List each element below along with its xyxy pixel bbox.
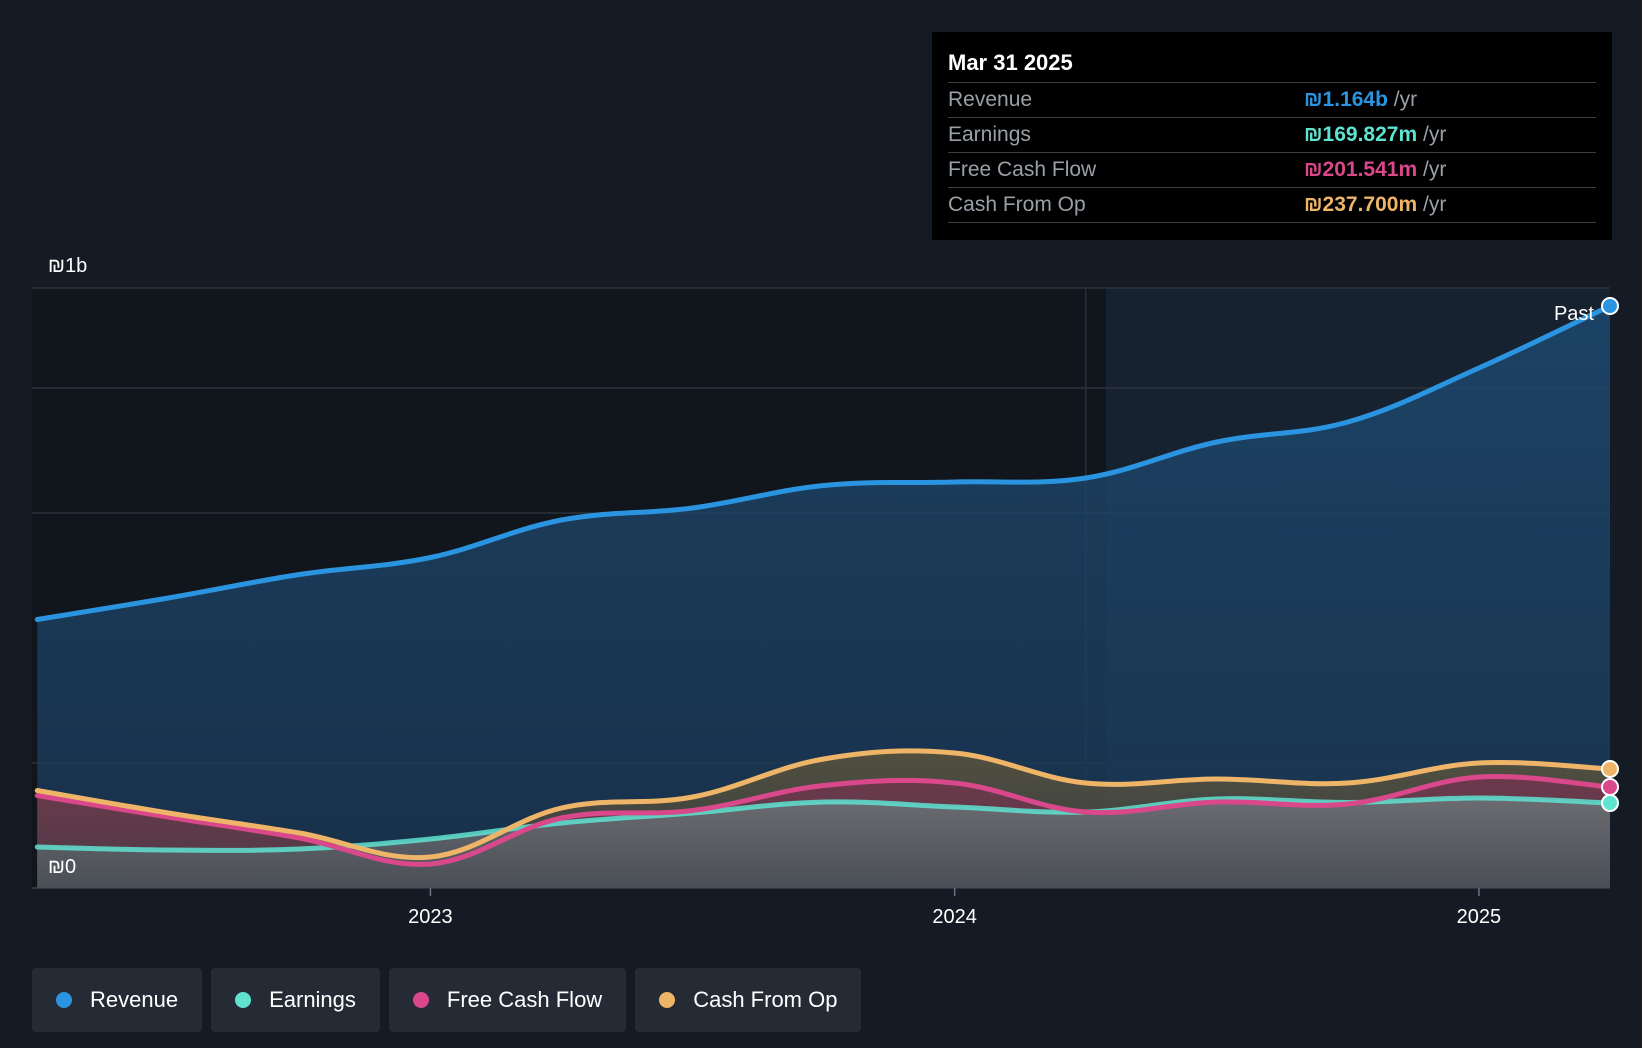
- tooltip-unit: /yr: [1423, 123, 1447, 146]
- point-cash-from-op: [1601, 760, 1619, 778]
- tooltip-label: Earnings: [948, 123, 1031, 146]
- tooltip-value: ₪169.827m /yr: [1304, 118, 1446, 152]
- point-earnings: [1601, 794, 1619, 812]
- legend-dot-icon: [235, 992, 252, 1008]
- legend-dot-icon: [659, 992, 676, 1008]
- tooltip-label: Revenue: [948, 88, 1033, 111]
- legend-item-free-cash-flow[interactable]: Free Cash Flow: [388, 968, 627, 1032]
- tooltip-value: ₪237.700m /yr: [1304, 188, 1446, 222]
- point-revenue: [1601, 297, 1619, 315]
- line-cash-from-op: [34, 748, 1613, 861]
- line-revenue: [34, 303, 1613, 622]
- legend-item-revenue[interactable]: Revenue: [32, 968, 203, 1032]
- tooltip-row-free-cash-flow: Free Cash Flow ₪201.541m /yr: [948, 153, 1596, 188]
- legend-dot-icon: [56, 992, 72, 1008]
- tooltip-row-earnings: Earnings ₪169.827m /yr: [948, 118, 1596, 153]
- line-free-cash-flow: [34, 774, 1613, 867]
- legend-label: Revenue: [90, 987, 179, 1012]
- tooltip-value-number: ₪237.700m: [1304, 193, 1418, 216]
- tooltip-unit: /yr: [1423, 158, 1447, 181]
- y-tick-label-zero: ₪0: [48, 856, 76, 878]
- x-tick-label: 2025: [1457, 906, 1502, 928]
- tooltip-row-cash-from-op: Cash From Op ₪237.700m /yr: [948, 188, 1596, 223]
- tooltip-label: Cash From Op: [948, 193, 1086, 216]
- past-label: Past: [1554, 303, 1594, 325]
- tooltip-unit: /yr: [1423, 193, 1447, 216]
- tooltip-value-number: ₪169.827m: [1304, 123, 1418, 146]
- tooltip-date: Mar 31 2025: [948, 46, 1596, 83]
- tooltip-value: ₪201.541m /yr: [1304, 153, 1446, 187]
- legend-item-earnings[interactable]: Earnings: [211, 968, 380, 1032]
- tooltip-label: Free Cash Flow: [948, 158, 1097, 181]
- x-tick-label: 2023: [408, 906, 453, 928]
- area-revenue: [37, 306, 1610, 888]
- legend-label: Cash From Op: [693, 987, 838, 1012]
- legend-item-cash-from-op[interactable]: Cash From Op: [635, 968, 862, 1032]
- tooltip-unit: /yr: [1393, 88, 1418, 111]
- y-tick-label-top: ₪1b: [48, 255, 87, 277]
- tooltip-value: ₪1.164b /yr: [1304, 83, 1417, 117]
- point-free-cash-flow: [1601, 778, 1619, 796]
- legend-label: Earnings: [269, 987, 356, 1012]
- legend-dot-icon: [412, 992, 429, 1008]
- legend: Revenue Earnings Free Cash Flow Cash Fro…: [32, 968, 862, 1032]
- x-tick-label: 2024: [932, 906, 977, 928]
- tooltip-row-revenue: Revenue ₪1.164b /yr: [948, 83, 1596, 118]
- tooltip-panel: Mar 31 2025 Revenue ₪1.164b /yr Earnings…: [932, 32, 1612, 240]
- legend-label: Free Cash Flow: [446, 987, 603, 1012]
- tooltip-value-number: ₪1.164b: [1304, 88, 1388, 111]
- tooltip-value-number: ₪201.541m: [1304, 158, 1418, 181]
